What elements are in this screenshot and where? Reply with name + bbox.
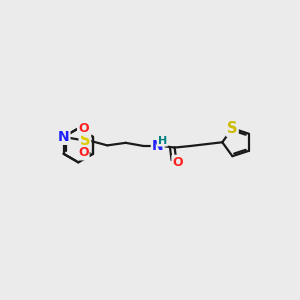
Text: N: N (152, 139, 164, 153)
Text: S: S (227, 121, 238, 136)
Text: N: N (58, 130, 69, 144)
Text: O: O (172, 156, 183, 169)
Text: O: O (78, 146, 88, 159)
Text: H: H (158, 136, 167, 146)
Text: S: S (80, 133, 90, 148)
Text: O: O (78, 122, 88, 135)
